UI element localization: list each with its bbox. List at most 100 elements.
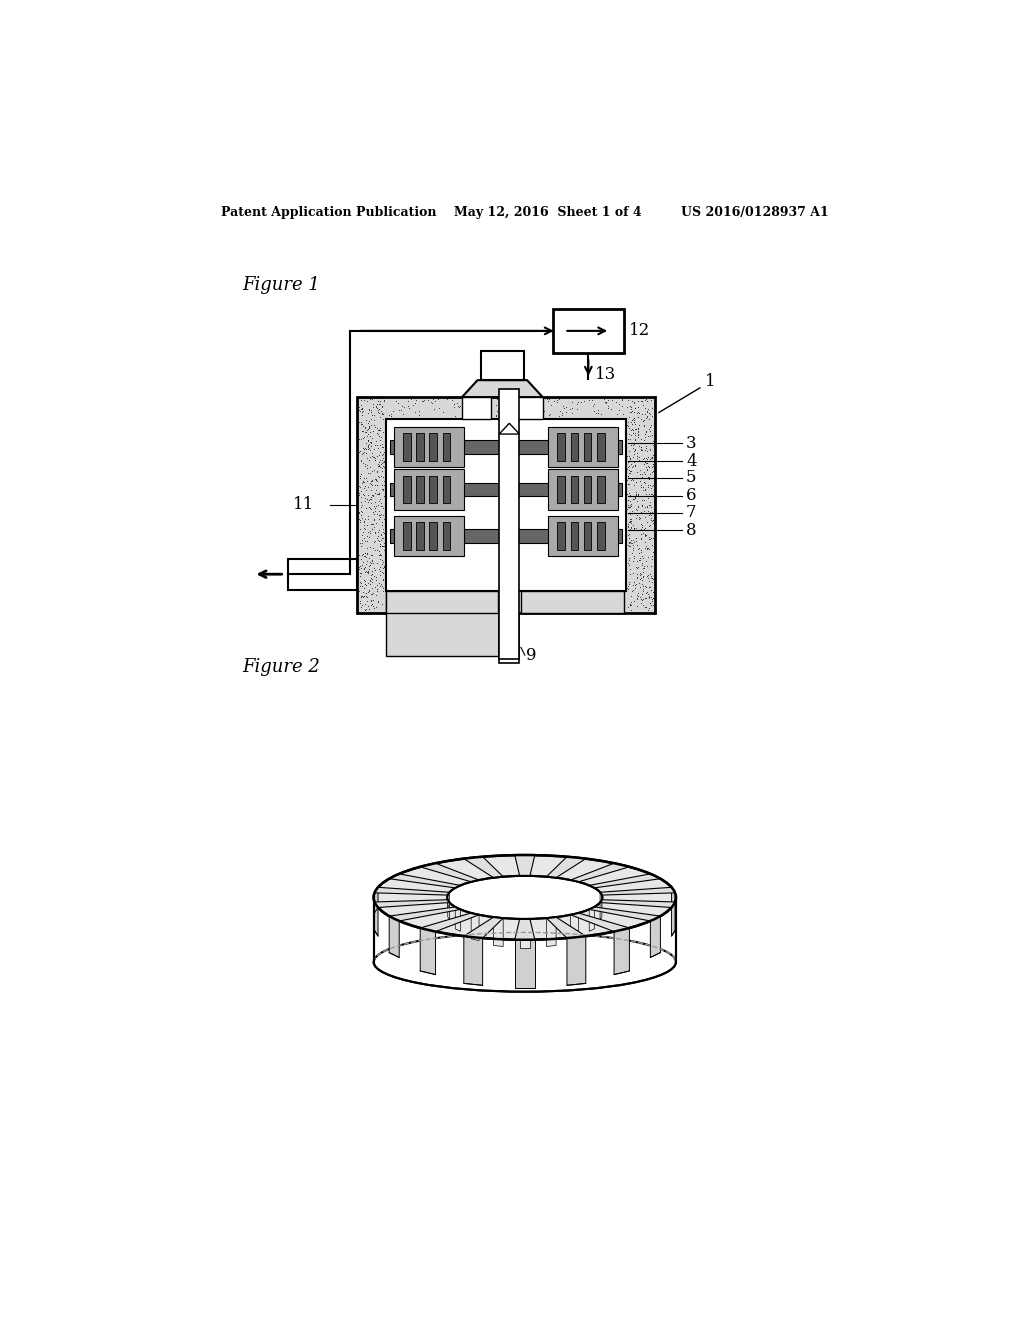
Bar — [597, 433, 604, 461]
Bar — [570, 521, 579, 549]
Bar — [394, 470, 464, 510]
Bar — [403, 475, 411, 503]
Bar — [394, 428, 464, 467]
Bar — [513, 397, 543, 418]
Bar — [557, 475, 565, 503]
Bar — [584, 521, 592, 549]
Polygon shape — [375, 902, 378, 936]
Bar — [417, 433, 424, 461]
Polygon shape — [447, 900, 450, 920]
Bar — [548, 470, 617, 510]
Bar — [557, 433, 565, 461]
Text: 8: 8 — [686, 521, 696, 539]
Bar — [597, 475, 604, 503]
Polygon shape — [420, 863, 479, 882]
Ellipse shape — [374, 855, 676, 940]
Bar — [289, 558, 356, 590]
Bar — [429, 475, 437, 503]
Polygon shape — [464, 917, 503, 939]
Text: 12: 12 — [629, 322, 650, 339]
Bar — [500, 612, 519, 663]
Polygon shape — [375, 887, 378, 913]
Polygon shape — [464, 857, 503, 878]
Bar — [386, 591, 498, 612]
Bar — [417, 521, 424, 549]
Polygon shape — [567, 936, 586, 985]
Polygon shape — [464, 936, 482, 985]
Text: 7: 7 — [686, 504, 696, 521]
Polygon shape — [494, 917, 503, 946]
Bar — [548, 428, 617, 467]
Bar — [584, 433, 592, 461]
Bar — [442, 433, 451, 461]
Polygon shape — [471, 913, 479, 941]
Bar — [570, 475, 579, 503]
Polygon shape — [375, 900, 450, 908]
Polygon shape — [420, 913, 479, 932]
Text: Patent Application Publication    May 12, 2016  Sheet 1 of 4         US 2016/012: Patent Application Publication May 12, 2… — [221, 206, 828, 219]
Polygon shape — [456, 907, 461, 932]
Bar — [394, 516, 464, 556]
Text: Figure 1: Figure 1 — [243, 276, 321, 294]
Bar — [570, 433, 579, 461]
Polygon shape — [389, 907, 461, 921]
Polygon shape — [500, 424, 519, 434]
Polygon shape — [614, 928, 630, 974]
Polygon shape — [515, 855, 535, 876]
Polygon shape — [447, 892, 450, 907]
Polygon shape — [547, 917, 556, 946]
Polygon shape — [547, 857, 586, 878]
Bar — [442, 521, 451, 549]
Polygon shape — [650, 916, 660, 957]
Text: 11: 11 — [293, 496, 314, 513]
Polygon shape — [515, 919, 535, 940]
Bar — [597, 521, 604, 549]
Polygon shape — [420, 928, 435, 974]
Polygon shape — [589, 907, 594, 932]
Text: 9: 9 — [525, 647, 537, 664]
Polygon shape — [570, 863, 630, 882]
Polygon shape — [375, 887, 450, 895]
Bar — [417, 475, 424, 503]
Polygon shape — [462, 380, 543, 397]
Text: 4: 4 — [686, 453, 696, 470]
Bar — [390, 529, 622, 543]
Bar — [553, 309, 624, 354]
Text: 5: 5 — [686, 470, 696, 487]
Bar — [356, 397, 655, 612]
Text: 6: 6 — [686, 487, 696, 504]
Text: 3: 3 — [686, 434, 696, 451]
Polygon shape — [570, 913, 630, 932]
Bar — [548, 516, 617, 556]
Polygon shape — [547, 917, 586, 939]
Polygon shape — [519, 919, 530, 948]
Bar — [557, 521, 565, 549]
Bar — [403, 433, 411, 461]
Polygon shape — [389, 874, 461, 888]
Polygon shape — [600, 900, 675, 908]
Text: Figure 2: Figure 2 — [243, 657, 321, 676]
Bar — [390, 483, 622, 496]
Bar — [374, 898, 676, 962]
Bar — [442, 475, 451, 503]
Ellipse shape — [374, 932, 676, 991]
Polygon shape — [515, 940, 535, 989]
Text: 13: 13 — [595, 366, 615, 383]
Polygon shape — [672, 887, 675, 913]
Bar — [584, 475, 592, 503]
Polygon shape — [600, 887, 675, 895]
Polygon shape — [589, 874, 660, 888]
Polygon shape — [389, 916, 399, 957]
Polygon shape — [600, 900, 602, 920]
Bar — [386, 591, 500, 656]
Bar — [500, 389, 519, 659]
Bar — [521, 591, 624, 612]
Polygon shape — [589, 907, 660, 921]
Bar — [429, 433, 437, 461]
Bar — [462, 397, 492, 418]
Polygon shape — [600, 892, 602, 907]
Polygon shape — [672, 902, 675, 936]
Bar — [386, 418, 626, 591]
Bar — [403, 521, 411, 549]
Polygon shape — [570, 913, 579, 941]
